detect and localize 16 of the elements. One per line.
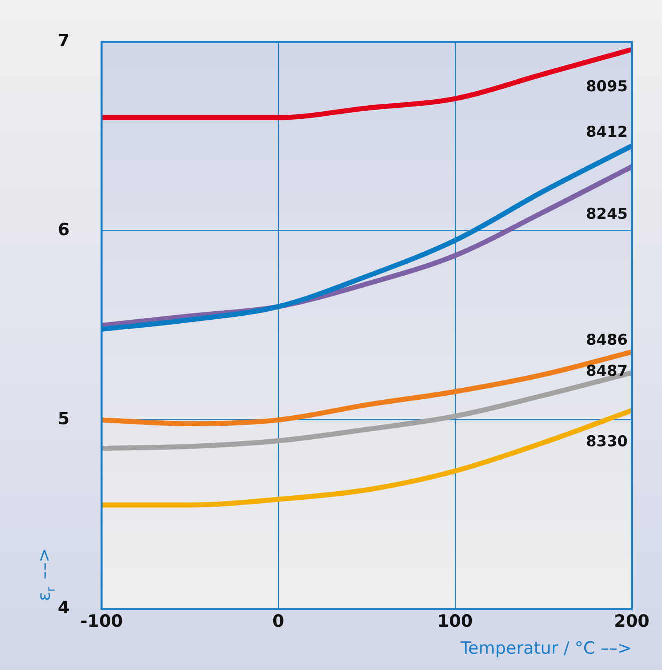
y-tick-label: 5 <box>58 410 70 430</box>
y-tick-label: 6 <box>58 220 70 241</box>
y-tick-label: 4 <box>58 598 70 619</box>
x-tick-label: 200 <box>614 612 650 632</box>
y-tick-label: 7 <box>58 32 70 52</box>
series-label: 8412 <box>586 123 628 142</box>
series-label: 8245 <box>586 204 628 223</box>
y-axis-title: εr ––> <box>34 548 58 602</box>
x-tick-label: 100 <box>438 612 474 632</box>
x-axis-title: Temperatur / °C ––> <box>460 639 632 660</box>
series-label: 8330 <box>586 432 628 451</box>
series-label: 8095 <box>586 78 628 96</box>
series-label: 8486 <box>586 331 628 350</box>
series-label: 8487 <box>586 362 628 380</box>
x-tick-label: 0 <box>272 612 285 632</box>
x-tick-label: -100 <box>80 612 124 632</box>
